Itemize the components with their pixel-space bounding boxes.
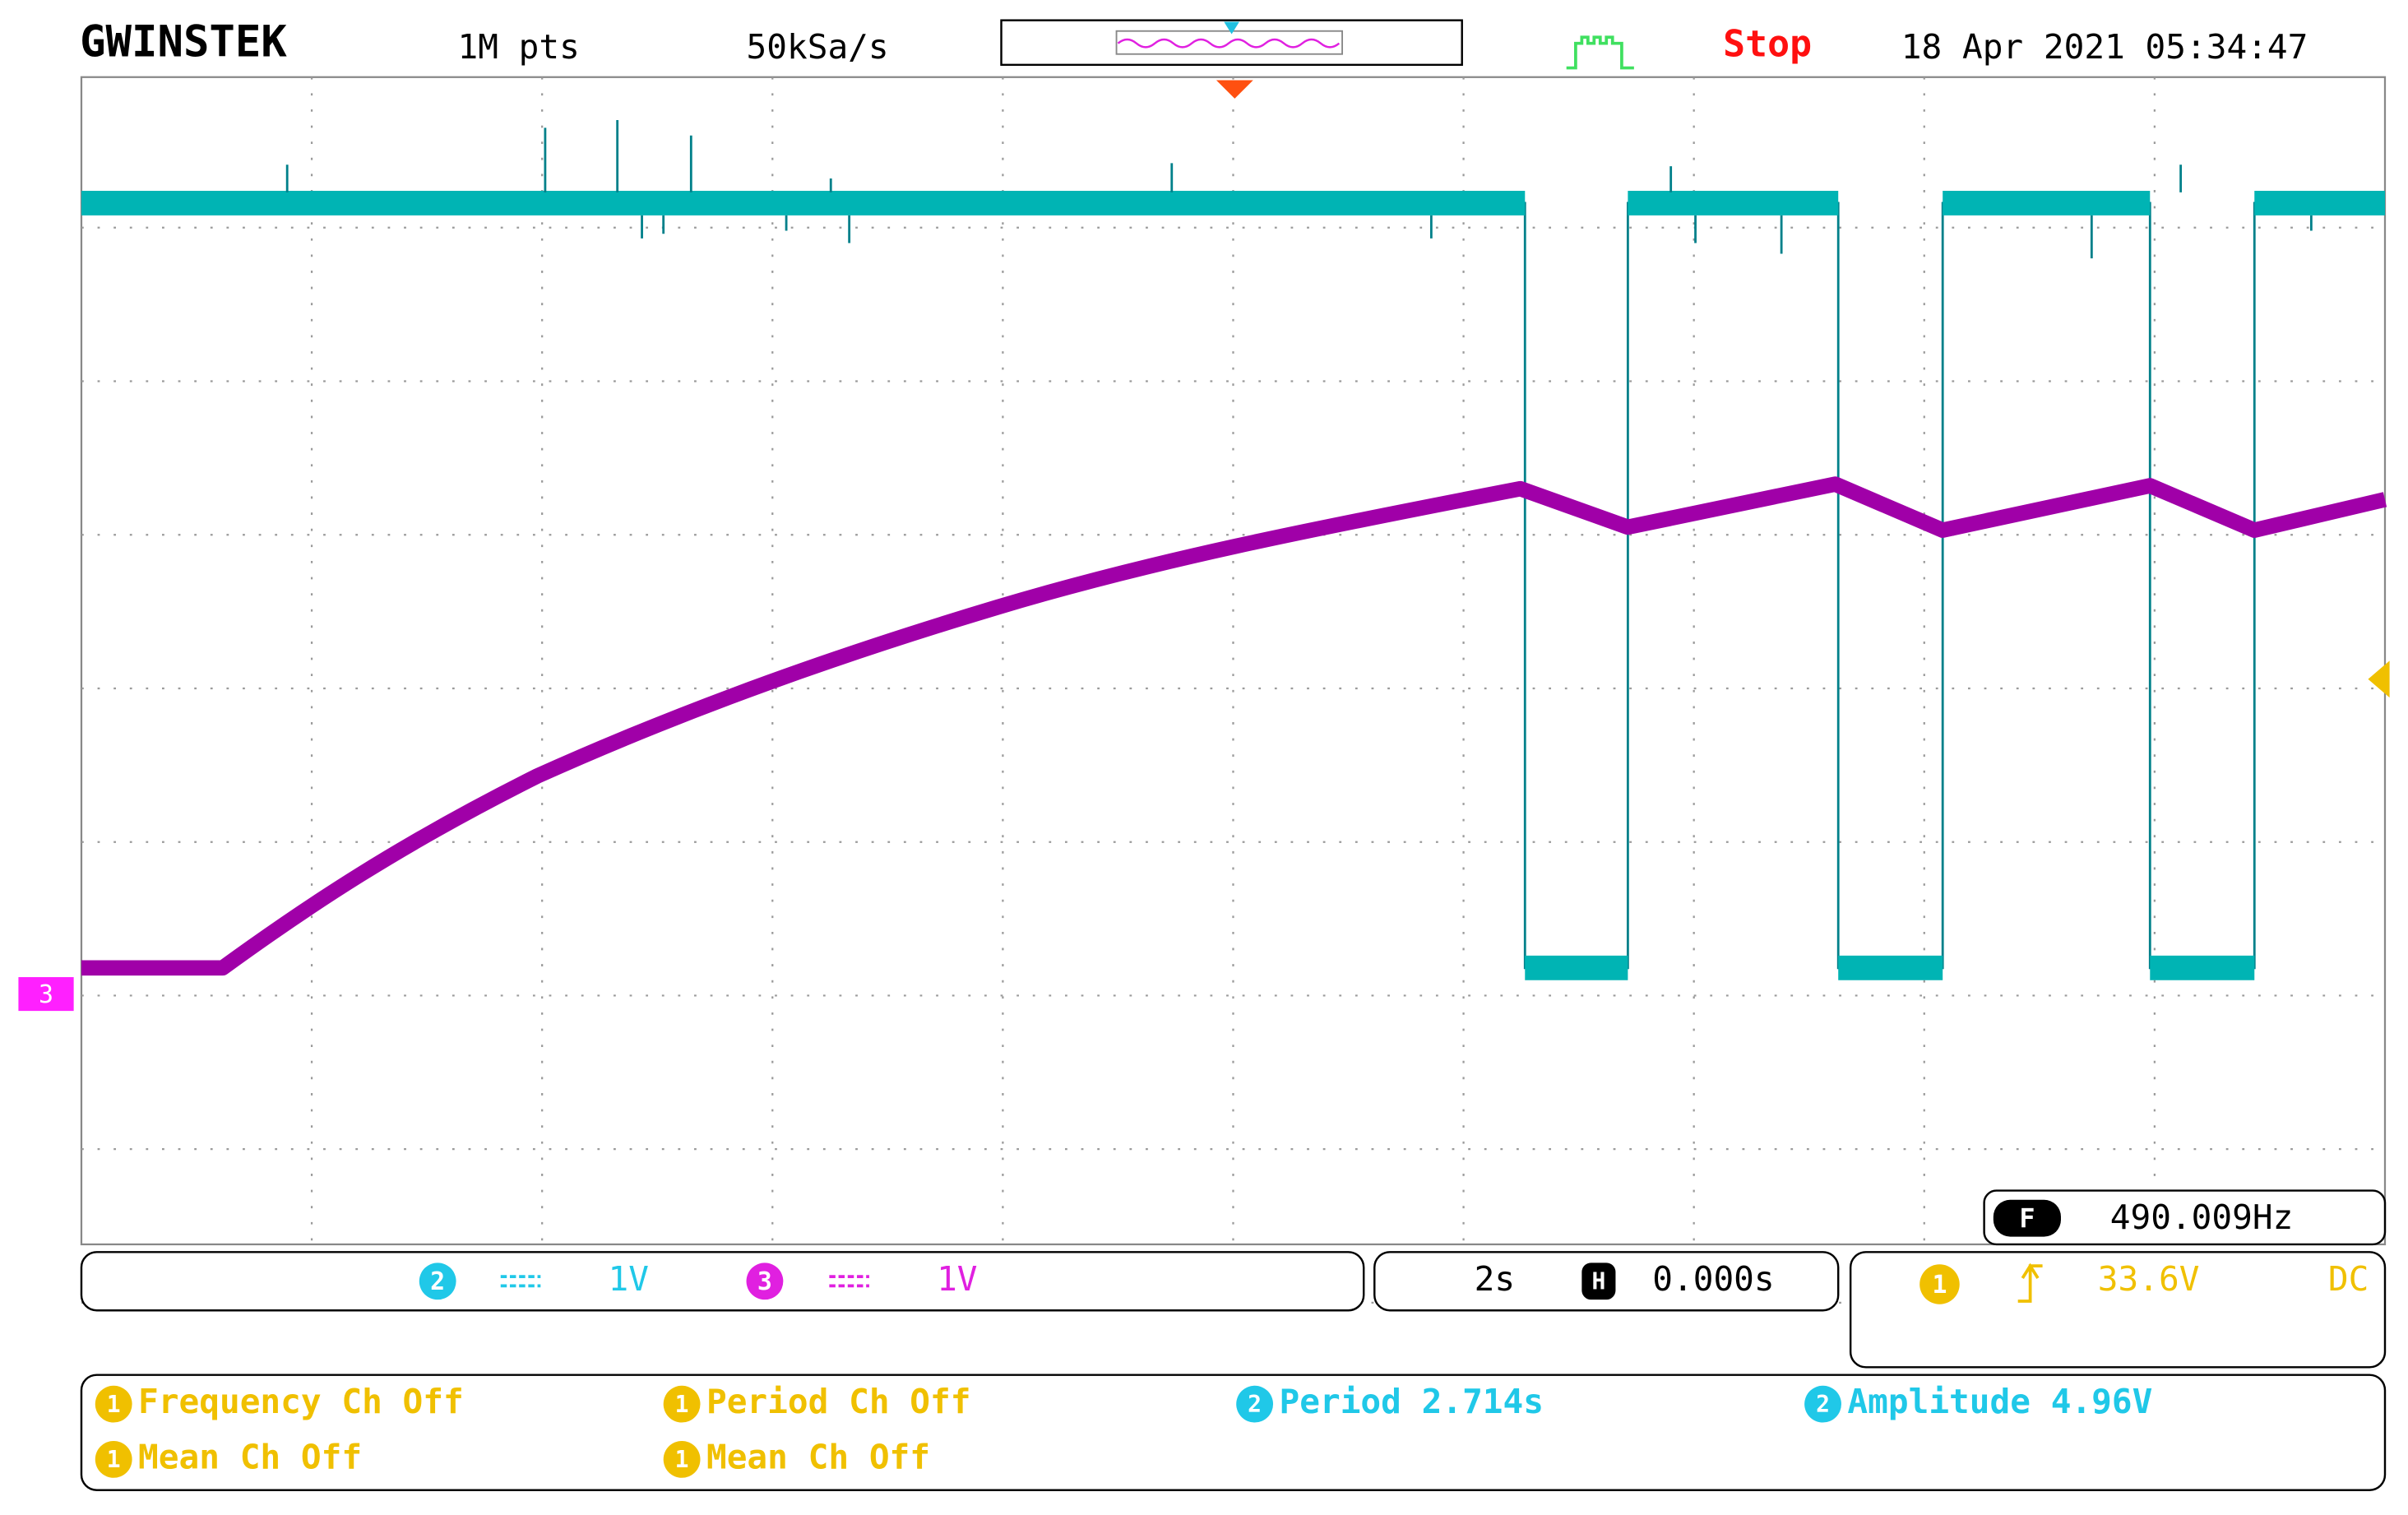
- trigger-level-text: 33.6V: [2098, 1259, 2200, 1299]
- sample-rate: 50kSa/s: [747, 27, 889, 67]
- measure-channel: 2: [1816, 1391, 1830, 1418]
- ch3-waveform: [81, 476, 2387, 976]
- measure-channel: 1: [107, 1446, 121, 1473]
- datetime: 18 Apr 2021 05:34:47: [1901, 27, 2308, 67]
- measure-badge: [663, 1440, 701, 1478]
- memory: 1M pts: [457, 27, 579, 67]
- measure-channel: 1: [675, 1391, 689, 1418]
- ch3-coupling: [829, 1275, 869, 1288]
- measure-text: Mean Ch Off: [706, 1437, 930, 1476]
- measure-channel: 1: [675, 1446, 689, 1473]
- counter-box: [1983, 1189, 2387, 1246]
- ch2-coupling: [500, 1275, 541, 1288]
- ch3-marker-label: 3: [39, 980, 53, 1009]
- measure-badge: [95, 1440, 132, 1478]
- trigger-position: [1216, 80, 1253, 99]
- trigger-box: [1849, 1251, 2387, 1369]
- mini-wave: [1117, 38, 1341, 49]
- ch3-id: 3: [757, 1267, 772, 1296]
- h-icon: H: [1591, 1268, 1605, 1295]
- brand: GWINSTEK: [80, 17, 287, 67]
- counter-icon-bg: [1993, 1199, 2061, 1237]
- counter-icon: F: [2019, 1204, 2035, 1234]
- ch3-badge: [746, 1262, 784, 1300]
- h-icon-bg: [1581, 1262, 1616, 1300]
- channel-box: [80, 1251, 1365, 1312]
- measure-text: Period Ch Off: [706, 1382, 971, 1421]
- measure-channel: 1: [107, 1391, 121, 1418]
- measure-text: Frequency Ch Off: [138, 1382, 464, 1421]
- trigger-badge: [1919, 1264, 1960, 1304]
- time-position: 0.000s: [1652, 1259, 1774, 1299]
- measure-badge: [95, 1385, 132, 1423]
- measure-text: Amplitude 4.96V: [1847, 1382, 2152, 1421]
- trigger-edge: [2017, 1262, 2043, 1303]
- trigger-icon: [1566, 35, 1634, 70]
- ch2-scale: 1V: [608, 1259, 648, 1299]
- ch3-scale: 1V: [937, 1259, 977, 1299]
- graticule: [80, 76, 2387, 1304]
- measure-badge: [663, 1385, 701, 1423]
- trigger-source: 1: [1932, 1271, 1947, 1300]
- run-state: Stop: [1723, 21, 1812, 65]
- counter-frequency: 490.009Hz: [2110, 1198, 2294, 1237]
- measure-channel: 2: [1248, 1391, 1262, 1418]
- mini-trigger: [1224, 21, 1239, 35]
- ch2-id: 2: [430, 1267, 445, 1296]
- time-scale: 2s: [1475, 1259, 1515, 1299]
- ch2-badge: [419, 1262, 456, 1300]
- view-window: [1115, 30, 1343, 55]
- measure-text: Period 2.714s: [1280, 1382, 1544, 1421]
- trigger-coupling: DC: [2328, 1259, 2369, 1299]
- measure-text: Mean Ch Off: [138, 1437, 362, 1476]
- measure-badge: [1236, 1385, 1274, 1423]
- ch2-waveform: [81, 120, 2385, 980]
- trigger-level: [2368, 660, 2390, 698]
- ch3-marker: [18, 977, 74, 1012]
- measure-badge: [1804, 1385, 1841, 1423]
